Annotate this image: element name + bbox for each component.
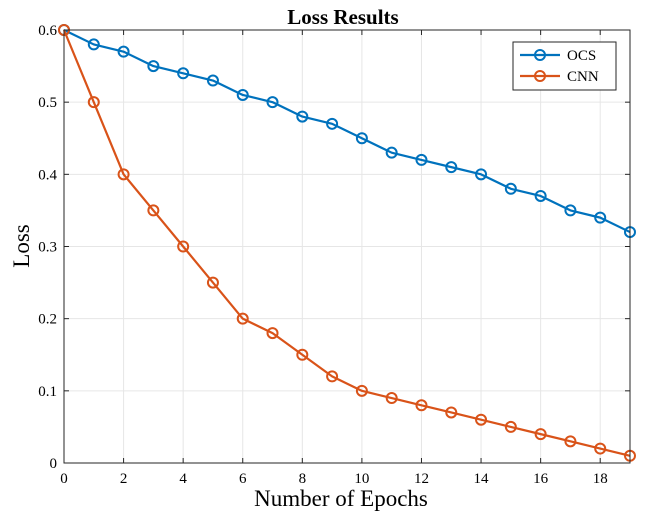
data-point-ocs xyxy=(177,67,190,80)
data-point-cnn xyxy=(147,204,160,217)
x-axis-label: Number of Epochs xyxy=(254,486,428,511)
series-ocs xyxy=(58,24,636,239)
x-tick-label: 16 xyxy=(533,471,549,487)
legend-marker-ocs xyxy=(534,49,546,61)
series-layer xyxy=(58,24,636,462)
y-tick-label: 0.4 xyxy=(38,167,57,183)
data-point-cnn xyxy=(355,384,368,397)
x-tick-label: 14 xyxy=(474,471,490,487)
y-tick-label: 0.1 xyxy=(38,384,57,400)
y-axis-label: Loss xyxy=(9,224,34,268)
y-tick-label: 0.6 xyxy=(38,23,57,39)
data-point-ocs xyxy=(296,110,309,123)
data-point-ocs xyxy=(445,161,458,174)
y-tick-label: 0.3 xyxy=(38,240,57,256)
data-point-cnn xyxy=(385,392,398,405)
data-point-cnn xyxy=(415,399,428,412)
data-point-cnn xyxy=(564,435,577,448)
series-cnn xyxy=(58,24,636,462)
data-point-ocs xyxy=(564,204,577,217)
x-tick-label: 4 xyxy=(179,471,187,487)
data-point-ocs xyxy=(385,146,398,159)
data-point-cnn xyxy=(87,96,100,109)
x-tick-label: 6 xyxy=(239,471,247,487)
data-point-ocs xyxy=(534,189,547,202)
data-point-ocs xyxy=(236,88,249,101)
data-point-cnn xyxy=(326,370,339,383)
legend-box xyxy=(512,41,617,91)
x-tick-label: 10 xyxy=(354,471,369,487)
legend-marker-cnn xyxy=(534,70,546,82)
data-point-ocs xyxy=(266,96,279,109)
data-point-cnn xyxy=(296,348,309,361)
data-point-ocs xyxy=(475,168,488,181)
tick-layer: 0 2 4 6 8 10 12 14 16 18 0 0.1 0.2 0.3 0.4 0.5 0.6 xyxy=(38,23,630,487)
data-point-ocs xyxy=(326,117,339,130)
x-tick-label: 0 xyxy=(60,471,68,487)
y-tick-label: 0 xyxy=(50,456,58,472)
data-point-ocs xyxy=(594,211,607,224)
y-tick-label: 0.5 xyxy=(38,95,57,111)
legend-label-cnn: CNN xyxy=(567,69,599,85)
data-point-cnn xyxy=(117,168,130,181)
chart-title: Loss Results xyxy=(287,5,398,29)
data-point-cnn xyxy=(534,428,547,441)
data-point-cnn xyxy=(236,312,249,325)
data-point-cnn xyxy=(266,327,279,340)
data-point-ocs xyxy=(117,45,130,58)
data-point-ocs xyxy=(415,153,428,166)
data-point-cnn xyxy=(206,276,219,289)
data-point-ocs xyxy=(504,182,517,195)
x-tick-label: 12 xyxy=(414,471,429,487)
x-tick-label: 8 xyxy=(299,471,307,487)
data-point-cnn xyxy=(594,442,607,455)
data-point-cnn xyxy=(177,240,190,253)
legend-label-ocs: OCS xyxy=(567,48,596,64)
data-point-ocs xyxy=(206,74,219,87)
data-point-cnn xyxy=(445,406,458,419)
legend: OCS CNN xyxy=(512,41,617,91)
x-tick-label: 18 xyxy=(593,471,608,487)
data-point-cnn xyxy=(475,413,488,426)
y-tick-label: 0.2 xyxy=(38,312,57,328)
data-point-ocs xyxy=(355,132,368,145)
data-point-cnn xyxy=(504,420,517,433)
data-point-ocs xyxy=(147,60,160,73)
data-point-ocs xyxy=(87,38,100,51)
x-tick-label: 2 xyxy=(120,471,128,487)
